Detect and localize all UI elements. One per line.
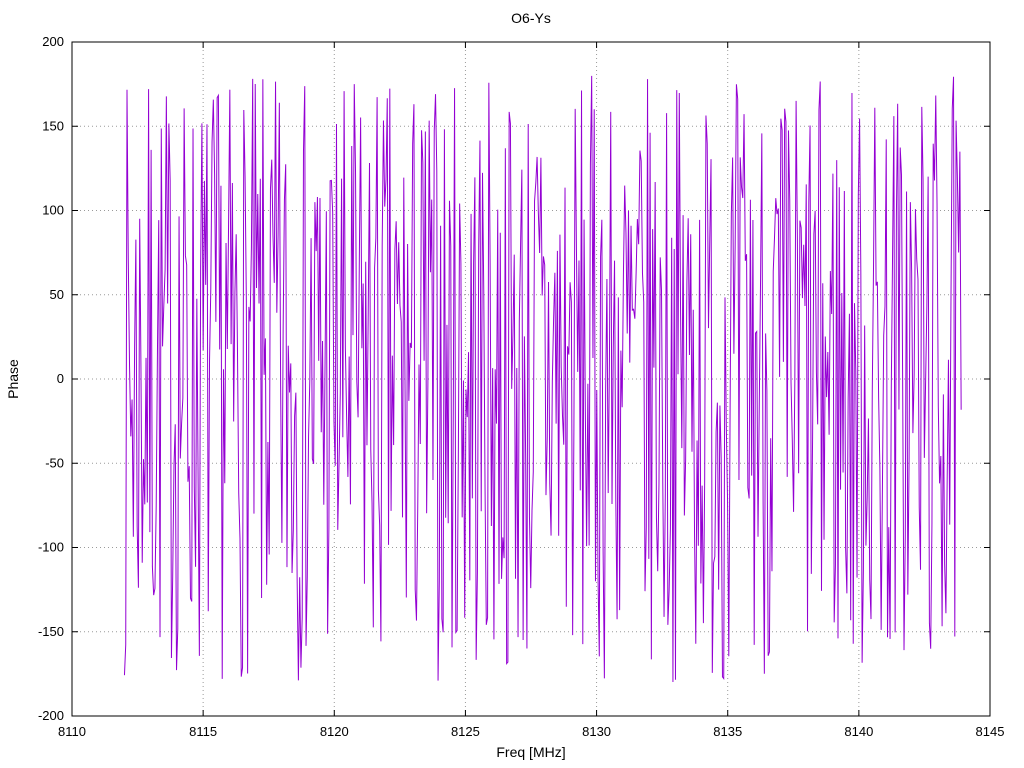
y-tick-label: 200 [42,34,64,49]
y-tick-label: -200 [38,708,64,723]
x-tick-label: 8120 [320,724,349,739]
y-tick-label: 100 [42,203,64,218]
tick-labels: 8110 8115 8120 8125 8130 8135 8140 8145 -200 -150… [38,34,1004,739]
x-tick-label: 8140 [844,724,873,739]
x-axis-label: Freq [MHz] [496,744,566,760]
y-tick-label: -100 [38,540,64,555]
y-tick-label: 50 [50,287,64,302]
y-tick-label: 0 [57,371,64,386]
x-tick-label: 8130 [582,724,611,739]
x-tick-label: 8135 [713,724,742,739]
y-tick-label: 150 [42,118,64,133]
x-tick-label: 8125 [451,724,480,739]
phase-series-line [123,75,962,682]
x-tick-label: 8145 [976,724,1005,739]
x-tick-label: 8110 [58,724,86,739]
x-tick-label: 8115 [189,724,217,739]
plot-frame [71,41,991,717]
y-tick-label: -150 [38,624,64,639]
chart-title: O6-Ys [511,10,551,26]
y-tick-label: -50 [45,455,64,470]
